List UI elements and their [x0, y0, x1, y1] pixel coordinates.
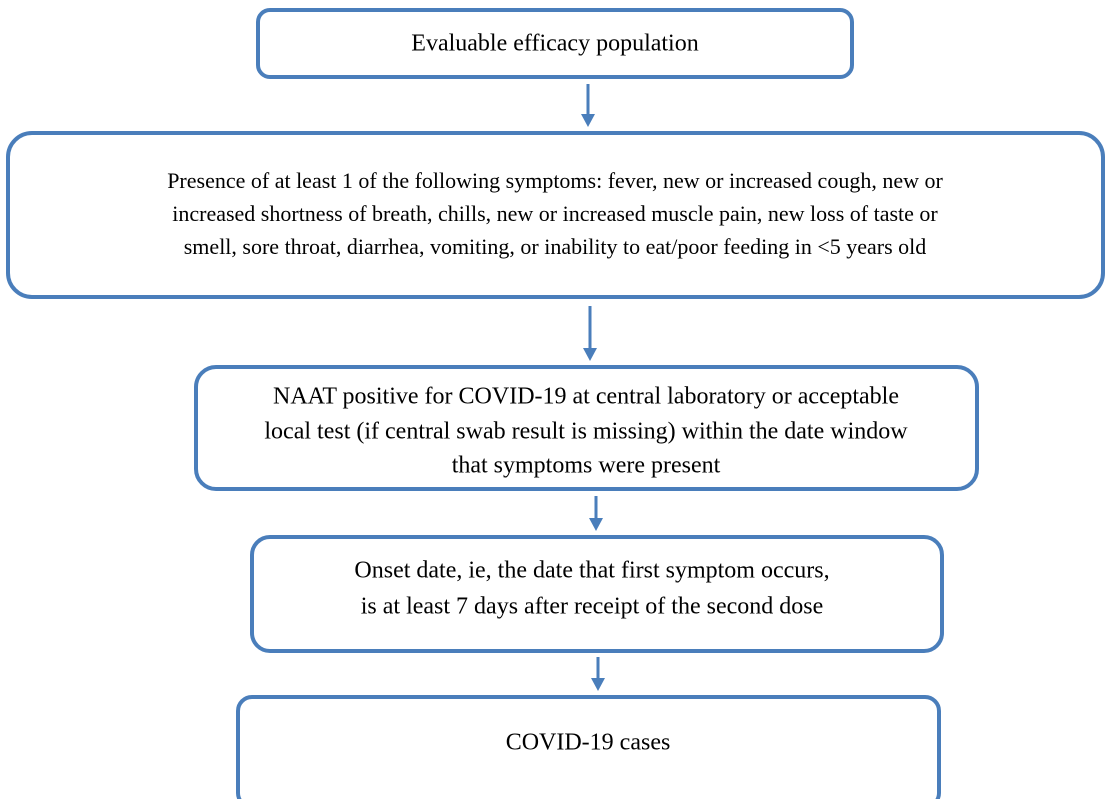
node-label: Presence of at least 1 of the following … [167, 168, 943, 193]
node-label: NAAT positive for COVID-19 at central la… [273, 384, 899, 410]
node-label: COVID-19 cases [506, 730, 671, 756]
box [236, 695, 941, 799]
arrow [589, 496, 603, 531]
arrow [581, 84, 595, 127]
box [256, 8, 854, 79]
box [6, 131, 1105, 299]
node-label: Evaluable efficacy population [411, 31, 698, 57]
box [250, 535, 944, 653]
arrow [583, 306, 597, 361]
node-label: Onset date, ie, the date that first symp… [354, 558, 829, 584]
labels: Evaluable efficacy population Presence of… [167, 31, 943, 756]
node-label: that symptoms were present [452, 453, 721, 479]
node-label: local test (if central swab result is mi… [264, 419, 908, 445]
arrow [591, 657, 605, 691]
node-label: is at least 7 days after receipt of the … [361, 594, 824, 620]
node-label: increased shortness of breath, chills, n… [172, 201, 938, 226]
node-label: smell, sore throat, diarrhea, vomiting, … [184, 234, 927, 259]
box [194, 365, 979, 491]
